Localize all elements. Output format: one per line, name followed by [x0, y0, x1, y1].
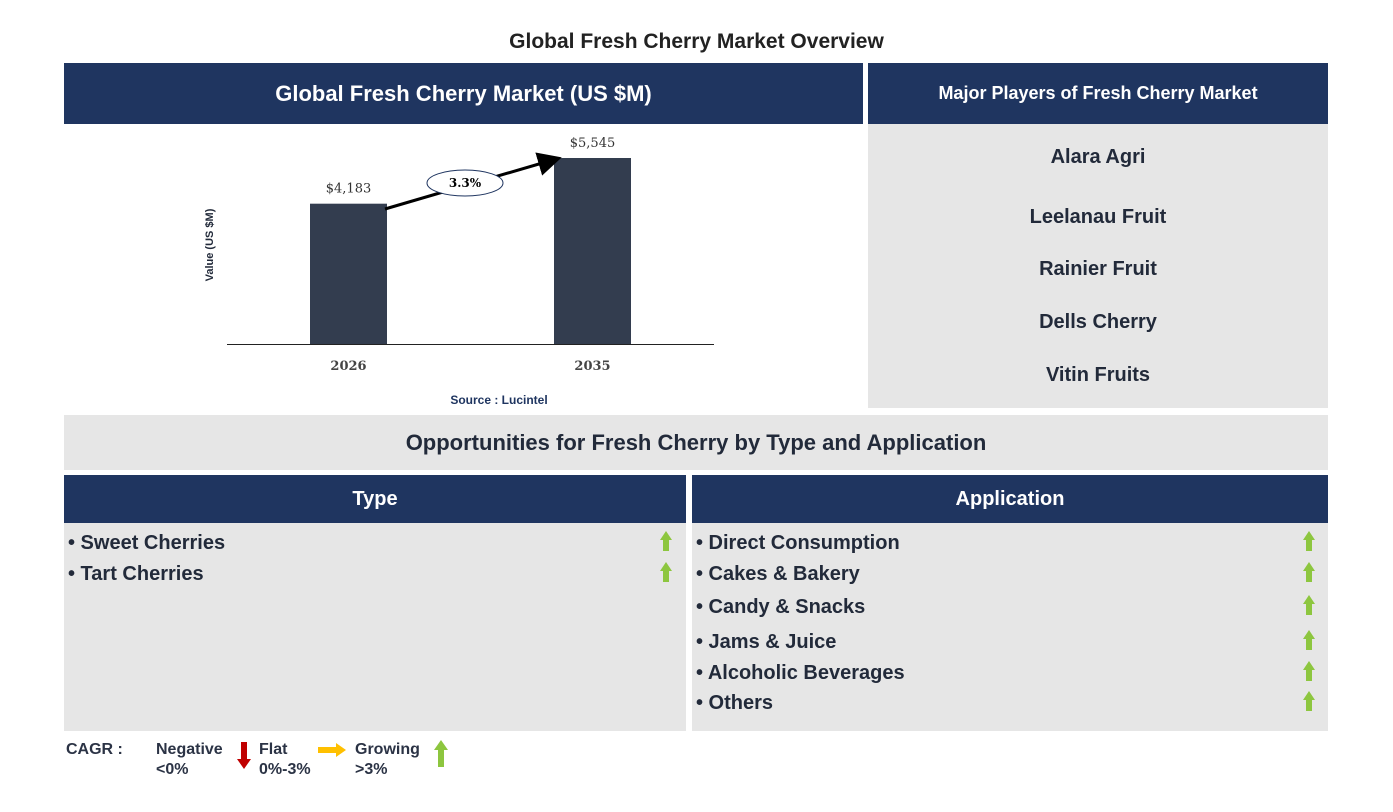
cagr-bubble — [426, 169, 504, 197]
green-up-arrow-icon — [434, 740, 448, 767]
market-header: Global Fresh Cherry Market (US $M) — [64, 63, 863, 124]
green-up-arrow-icon — [1303, 630, 1315, 650]
page-title: Global Fresh Cherry Market Overview — [509, 30, 884, 53]
green-up-arrow-icon — [660, 562, 672, 582]
application-panel — [692, 523, 1328, 731]
legend-growing-label: Growing — [355, 741, 420, 758]
type-item: • Tart Cherries — [68, 563, 204, 585]
red-down-arrow-icon — [237, 742, 251, 769]
data-label: $4,183 — [326, 182, 372, 197]
green-up-arrow-icon — [1303, 661, 1315, 681]
type-header: Type — [64, 475, 686, 523]
opportunities-header: Opportunities for Fresh Cherry by Type a… — [64, 415, 1328, 470]
players-panel — [868, 124, 1328, 408]
data-label: $5,545 — [570, 136, 616, 151]
green-up-arrow-icon — [1303, 691, 1315, 711]
legend-negative-label: Negative — [156, 741, 223, 758]
legend-flat-range: 0%-3% — [259, 761, 311, 778]
player-item: Dells Cherry — [1039, 311, 1157, 333]
source-label: Source : Lucintel — [450, 393, 547, 407]
player-item: Leelanau Fruit — [1029, 206, 1167, 228]
amber-right-arrow-icon — [318, 743, 346, 757]
legend-flat: Flat 0%-3% — [259, 740, 311, 780]
application-item: • Candy & Snacks — [696, 596, 866, 618]
legend-growing-range: >3% — [355, 761, 388, 778]
legend-negative: Negative <0% — [156, 740, 223, 780]
legend-negative-range: <0% — [156, 761, 189, 778]
legend-cagr-label: CAGR : — [66, 741, 123, 758]
type-panel — [64, 523, 686, 731]
application-item: • Others — [696, 692, 774, 714]
green-up-arrow-icon — [1303, 562, 1315, 582]
type-item: • Sweet Cherries — [68, 532, 226, 554]
bar-2035 — [554, 158, 631, 344]
application-item: • Cakes & Bakery — [696, 563, 860, 585]
application-item: • Alcoholic Beverages — [696, 662, 905, 684]
green-up-arrow-icon — [1303, 595, 1315, 615]
cagr-label: 3.3% — [449, 176, 482, 190]
players-header: Major Players of Fresh Cherry Market — [868, 63, 1328, 124]
x-tick-label: 2026 — [330, 359, 366, 374]
application-item: • Jams & Juice — [696, 631, 837, 653]
player-item: Rainier Fruit — [1039, 258, 1157, 280]
legend-flat-label: Flat — [259, 741, 288, 758]
player-item: Vitin Fruits — [1045, 364, 1151, 386]
application-header: Application — [692, 475, 1328, 523]
x-tick-label: 2035 — [574, 359, 610, 374]
green-up-arrow-icon — [1303, 531, 1315, 551]
y-axis-label: Value (US $M) — [204, 208, 216, 281]
green-up-arrow-icon — [660, 531, 672, 551]
bar-2026 — [310, 203, 387, 344]
application-item: • Direct Consumption — [696, 532, 900, 554]
player-item: Alara Agri — [1050, 146, 1146, 168]
legend-growing: Growing >3% — [355, 740, 420, 780]
